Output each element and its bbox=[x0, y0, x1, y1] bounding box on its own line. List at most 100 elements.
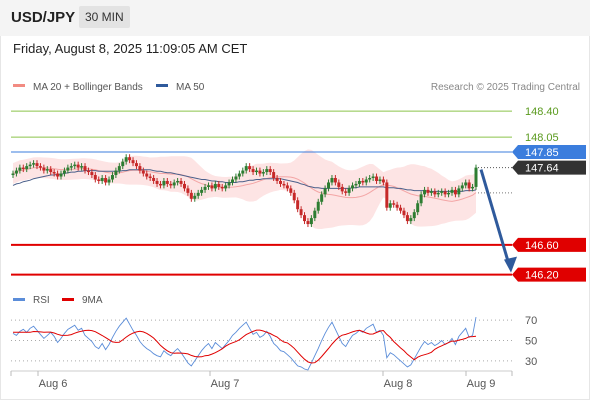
candle-body-104 bbox=[368, 178, 372, 180]
candle-body-99 bbox=[351, 185, 355, 189]
candle-body-96 bbox=[340, 186, 344, 192]
candle-body-106 bbox=[375, 176, 379, 181]
candle-body-14 bbox=[59, 173, 63, 177]
candle-body-34 bbox=[128, 157, 132, 161]
candle-body-81 bbox=[289, 188, 293, 193]
candle-body-9 bbox=[42, 167, 46, 171]
candle-body-0 bbox=[11, 173, 15, 176]
candle-body-100 bbox=[354, 183, 358, 186]
candle-body-123 bbox=[433, 191, 437, 195]
legend-swatch-1 bbox=[156, 84, 168, 87]
candle-body-30 bbox=[114, 170, 118, 176]
level-tag-146.20 bbox=[512, 267, 586, 282]
candle-body-89 bbox=[316, 201, 320, 211]
candle-body-3 bbox=[21, 167, 25, 170]
rsi-legend-swatch-0 bbox=[13, 298, 25, 301]
candle-body-98 bbox=[347, 188, 351, 193]
candle-body-60 bbox=[217, 183, 221, 187]
candle-body-63 bbox=[227, 182, 231, 186]
candle-body-51 bbox=[186, 188, 190, 193]
candle-body-25 bbox=[97, 179, 101, 181]
candle-body-111 bbox=[392, 203, 396, 205]
last-price-tag bbox=[512, 160, 586, 175]
candle-body-73 bbox=[261, 172, 265, 174]
candle-body-17 bbox=[69, 166, 73, 168]
candle-body-94 bbox=[333, 178, 337, 183]
candle-body-54 bbox=[196, 192, 200, 196]
candle-body-45 bbox=[165, 180, 169, 184]
candle-body-41 bbox=[152, 178, 156, 181]
candle-body-61 bbox=[220, 186, 224, 189]
candle-body-64 bbox=[230, 179, 234, 183]
candle-body-75 bbox=[268, 169, 272, 173]
candle-body-2 bbox=[18, 167, 22, 171]
candle-body-66 bbox=[237, 173, 241, 177]
candle-body-26 bbox=[100, 178, 104, 181]
candle-body-24 bbox=[93, 175, 97, 180]
candle-body-8 bbox=[38, 166, 42, 168]
level-label-148.40: 148.40 bbox=[525, 106, 559, 118]
candle-body-6 bbox=[32, 163, 36, 165]
candle-body-114 bbox=[402, 210, 406, 216]
candle-body-76 bbox=[272, 172, 276, 178]
projection-arrow-shaft bbox=[479, 169, 511, 265]
candle-body-115 bbox=[405, 215, 409, 222]
bollinger-band bbox=[13, 149, 476, 229]
candle-body-47 bbox=[172, 182, 176, 186]
candle-body-7 bbox=[35, 163, 39, 167]
candle-body-5 bbox=[28, 164, 32, 167]
candle-body-38 bbox=[141, 170, 145, 174]
candle-body-18 bbox=[73, 164, 77, 167]
candle-body-67 bbox=[241, 170, 245, 174]
timeframe-badge[interactable]: 30 MIN bbox=[79, 6, 130, 28]
rsi-legend-label-1: 9MA bbox=[82, 295, 103, 306]
candle-body-121 bbox=[426, 189, 430, 193]
candle-body-79 bbox=[282, 183, 286, 186]
candle-body-130 bbox=[457, 188, 461, 195]
candle-body-55 bbox=[200, 189, 204, 193]
candle-body-90 bbox=[320, 194, 324, 202]
candle-body-43 bbox=[158, 183, 162, 186]
candle-body-28 bbox=[107, 179, 111, 183]
candle-body-36 bbox=[134, 163, 138, 167]
candle-body-1 bbox=[14, 170, 18, 174]
candle-body-85 bbox=[303, 215, 307, 222]
candle-body-119 bbox=[419, 194, 423, 204]
candle-body-42 bbox=[155, 180, 159, 184]
chart-header: USD/JPY 30 MIN bbox=[0, 0, 590, 36]
candle-body-23 bbox=[90, 172, 94, 176]
candle-body-57 bbox=[206, 185, 210, 187]
candle-body-12 bbox=[52, 172, 56, 174]
candle-body-83 bbox=[296, 200, 300, 210]
candle-body-33 bbox=[124, 157, 128, 162]
datetime-label: Friday, August 8, 2025 11:09:05 AM CET bbox=[13, 41, 248, 56]
candle-body-108 bbox=[381, 179, 385, 183]
candle-body-86 bbox=[306, 221, 310, 225]
candle-body-53 bbox=[193, 195, 197, 199]
candle-body-125 bbox=[440, 191, 444, 193]
candle-body-82 bbox=[292, 192, 296, 201]
candle-body-132 bbox=[464, 182, 468, 186]
projection-arrow-head bbox=[504, 256, 517, 273]
candle-body-22 bbox=[86, 170, 90, 173]
candle-body-87 bbox=[309, 218, 313, 225]
rsi-tick-50: 50 bbox=[525, 335, 537, 347]
candle-body-27 bbox=[104, 178, 108, 183]
candle-body-21 bbox=[83, 166, 87, 171]
candle-body-32 bbox=[121, 161, 125, 167]
last-price-label: 147.64 bbox=[525, 163, 559, 175]
candle-body-133 bbox=[467, 182, 471, 189]
candle-body-48 bbox=[176, 180, 180, 183]
candle-body-31 bbox=[117, 166, 121, 171]
candle-body-78 bbox=[279, 180, 283, 184]
candle-body-135 bbox=[474, 167, 478, 187]
candle-body-118 bbox=[416, 203, 420, 213]
candle-body-62 bbox=[224, 185, 228, 189]
candle-body-92 bbox=[327, 182, 331, 189]
symbol-title: USD/JPY bbox=[11, 9, 76, 26]
legend-label-1: MA 50 bbox=[176, 82, 205, 93]
watermark: Research © 2025 Trading Central bbox=[431, 82, 580, 93]
candle-body-70 bbox=[251, 169, 255, 173]
candle-body-19 bbox=[76, 164, 80, 168]
